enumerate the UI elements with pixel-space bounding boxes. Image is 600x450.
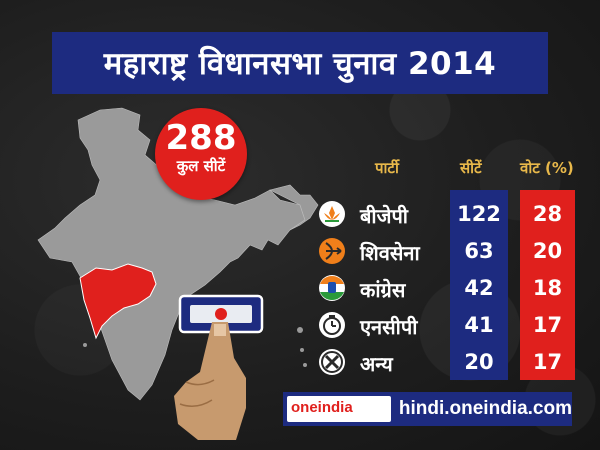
party-votes: 28 [532, 202, 563, 226]
party-name: एनसीपी [360, 315, 418, 339]
party-seats: 122 [457, 202, 501, 226]
total-seats-badge: 288 कुल सीटें [155, 108, 247, 200]
table-row: अन्य 20 17 [0, 345, 600, 381]
party-seats: 63 [464, 239, 494, 263]
total-seats-label: कुल सीटें [176, 157, 226, 175]
maharashtra-highlight [79, 263, 157, 340]
pointing-hand [174, 322, 246, 440]
title-banner: महाराष्ट्र विधानसभा चुनाव 2014 [52, 32, 548, 94]
party-header: पार्टी [375, 159, 399, 177]
cross-icon [319, 349, 345, 375]
party-votes: 17 [532, 350, 563, 374]
footer-bar: oneindia hindi.oneindia.com [283, 392, 572, 426]
islands [83, 327, 307, 367]
site-link[interactable]: hindi.oneindia.com [398, 398, 572, 419]
party-seats: 41 [464, 313, 494, 337]
lotus-icon [319, 201, 345, 227]
bow-arrow-icon [319, 238, 345, 264]
total-seats-number: 288 [165, 118, 237, 158]
logo-text: oneindia [291, 399, 353, 416]
party-votes: 17 [532, 313, 563, 337]
seats-header: सीटें [460, 159, 482, 177]
party-name: कांग्रेस [360, 278, 406, 302]
table-row: एनसीपी 41 17 [0, 308, 600, 344]
table-row: कांग्रेस 42 18 [0, 271, 600, 307]
party-name: शिवसेना [360, 241, 420, 265]
party-name: अन्य [360, 352, 393, 376]
seats-column [450, 190, 508, 380]
party-seats: 20 [464, 350, 494, 374]
table-row: शिवसेना 63 20 [0, 234, 600, 270]
hand-icon [319, 275, 345, 301]
votes-header: वोट (%) [520, 159, 574, 177]
party-votes: 18 [532, 276, 563, 300]
votes-column [520, 190, 575, 380]
party-seats: 42 [464, 276, 494, 300]
party-votes: 20 [532, 239, 563, 263]
clock-icon [319, 312, 345, 338]
oneindia-logo: oneindia [287, 396, 391, 422]
table-row: बीजेपी 122 28 [0, 197, 600, 233]
party-name: बीजेपी [360, 204, 408, 228]
northeast-region [269, 184, 319, 231]
page-title: महाराष्ट्र विधानसभा चुनाव 2014 [103, 46, 497, 82]
